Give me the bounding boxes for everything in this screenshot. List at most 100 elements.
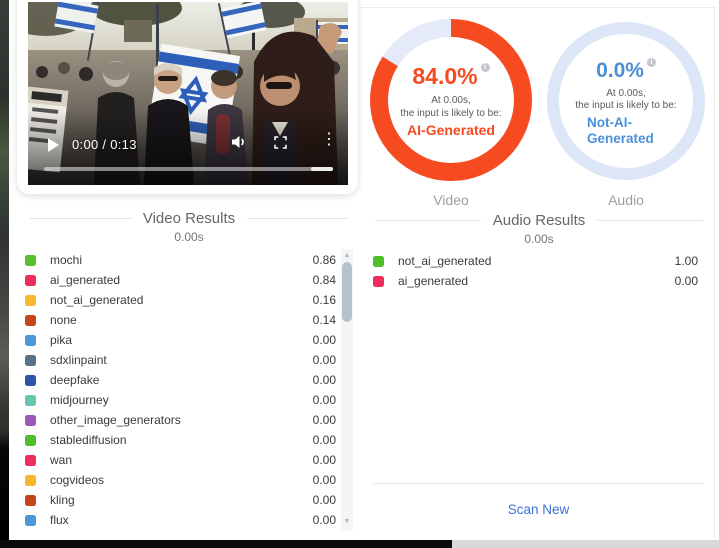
result-label: ai_generated xyxy=(398,274,469,288)
result-value: 0.00 xyxy=(312,413,336,427)
video-result-row[interactable]: kling 0.00 xyxy=(25,490,336,510)
result-value: 0.00 xyxy=(312,433,336,447)
audio-gauge-percent: 0.0% xyxy=(596,58,644,82)
audio-gauge-caption: Audio xyxy=(608,192,644,208)
result-label: ai_generated xyxy=(50,273,121,287)
window-bottom-edge-light xyxy=(452,540,719,548)
divider xyxy=(597,220,703,221)
video-results-header: Video Results 0.00s xyxy=(30,210,348,244)
category-color-swatch xyxy=(25,494,36,506)
result-value: 0.00 xyxy=(312,333,336,347)
result-value: 0.00 xyxy=(312,493,336,507)
video-gauge-likely-line: the input is likely to be: xyxy=(400,107,502,119)
result-value: 0.00 xyxy=(312,393,336,407)
video-progress-bar[interactable] xyxy=(44,167,333,171)
fullscreen-icon[interactable] xyxy=(274,136,287,154)
video-results-scrollbar[interactable]: ▲ ▼ xyxy=(341,249,353,531)
video-results-list: mochi 0.86 ai_generated 0.84 not_ai_gene… xyxy=(25,250,336,530)
result-label: midjourney xyxy=(50,393,109,407)
video-gauge-verdict: AI-Generated xyxy=(407,122,495,139)
info-icon[interactable]: i xyxy=(480,63,490,73)
category-color-swatch xyxy=(25,514,36,526)
play-button-icon[interactable] xyxy=(48,138,59,152)
result-label: mochi xyxy=(50,253,83,267)
video-gauge-percent: 84.0% xyxy=(412,63,478,90)
video-result-row[interactable]: midjourney 0.00 xyxy=(25,390,336,410)
category-color-swatch xyxy=(25,274,36,286)
category-color-swatch xyxy=(373,255,384,267)
video-player[interactable]: 0:00 / 0:13 ⋮ xyxy=(28,2,348,185)
time-display: 0:00 / 0:13 xyxy=(72,137,137,152)
video-result-row[interactable]: mochi 0.86 xyxy=(25,250,336,270)
panel-top-border xyxy=(360,7,714,8)
result-value: 1.00 xyxy=(674,254,698,268)
audio-results-header: Audio Results 0.00s xyxy=(375,212,703,246)
result-value: 0.00 xyxy=(312,373,336,387)
audio-result-row[interactable]: not_ai_generated 1.00 xyxy=(373,251,698,271)
video-result-row[interactable]: wan 0.00 xyxy=(25,450,336,470)
video-scene xyxy=(28,2,348,185)
category-color-swatch xyxy=(373,275,384,287)
result-value: 0.84 xyxy=(312,273,336,287)
divider xyxy=(30,218,131,219)
scan-new-button[interactable]: Scan New xyxy=(507,502,570,517)
result-label: other_image_generators xyxy=(50,413,181,427)
video-result-row[interactable]: other_image_generators 0.00 xyxy=(25,410,336,430)
audio-result-row[interactable]: ai_generated 0.00 xyxy=(373,271,698,291)
audio-gauge-verdict: Not-AI-Generated xyxy=(587,114,654,146)
result-label: deepfake xyxy=(50,373,100,387)
video-result-row[interactable]: cogvideos 0.00 xyxy=(25,470,336,490)
result-label: none xyxy=(50,313,77,327)
category-color-swatch xyxy=(25,374,36,386)
scroll-up-icon[interactable]: ▲ xyxy=(343,252,351,259)
volume-icon[interactable] xyxy=(231,135,247,154)
audio-results-list: not_ai_generated 1.00 ai_generated 0.00 xyxy=(373,251,698,291)
video-gauge-at-line: At 0.00s, xyxy=(431,95,471,107)
result-label: stablediffusion xyxy=(50,433,127,447)
video-result-row[interactable]: not_ai_generated 0.16 xyxy=(25,290,336,310)
result-value: 0.00 xyxy=(312,513,336,527)
audio-gauge: 0.0% i At 0.00s, the input is likely to … xyxy=(547,22,705,180)
result-label: cogvideos xyxy=(50,473,105,487)
video-result-row[interactable]: sdxlinpaint 0.00 xyxy=(25,350,336,370)
result-value: 0.00 xyxy=(312,473,336,487)
audio-gauge-at-line: At 0.00s, xyxy=(606,87,646,99)
window-bottom-edge xyxy=(0,540,452,548)
divider xyxy=(375,220,481,221)
result-value: 0.00 xyxy=(312,453,336,467)
category-color-swatch xyxy=(25,454,36,466)
video-buffer-segment xyxy=(311,167,333,171)
video-gauge: 84.0% i At 0.00s, the input is likely to… xyxy=(370,19,532,181)
video-results-title: Video Results xyxy=(142,210,236,227)
video-result-row[interactable]: ai_generated 0.84 xyxy=(25,270,336,290)
category-color-swatch xyxy=(25,294,36,306)
result-label: wan xyxy=(50,453,73,467)
result-value: 0.00 xyxy=(312,353,336,367)
category-color-swatch xyxy=(25,334,36,346)
scrollbar-thumb[interactable] xyxy=(342,262,352,322)
video-results-timestamp: 0.00s xyxy=(174,230,204,244)
audio-gauge-likely-line: the input is likely to be: xyxy=(575,100,677,112)
divider xyxy=(247,218,348,219)
result-label: not_ai_generated xyxy=(398,254,492,268)
scroll-down-icon[interactable]: ▼ xyxy=(343,518,351,525)
overflow-menu-icon[interactable]: ⋮ xyxy=(321,131,337,148)
video-result-row[interactable]: deepfake 0.00 xyxy=(25,370,336,390)
info-icon[interactable]: i xyxy=(646,57,656,67)
category-color-swatch xyxy=(25,354,36,366)
audio-results-title: Audio Results xyxy=(492,212,586,229)
result-label: sdxlinpaint xyxy=(50,353,107,367)
result-label: kling xyxy=(50,493,75,507)
panel-right-border xyxy=(714,7,715,538)
result-value: 0.14 xyxy=(312,313,336,327)
result-value: 0.16 xyxy=(312,293,336,307)
video-result-row[interactable]: pika 0.00 xyxy=(25,330,336,350)
category-color-swatch xyxy=(25,474,36,486)
video-result-row[interactable]: stablediffusion 0.00 xyxy=(25,430,336,450)
video-result-row[interactable]: none 0.14 xyxy=(25,310,336,330)
result-label: not_ai_generated xyxy=(50,293,144,307)
video-result-row[interactable]: flux 0.00 xyxy=(25,510,336,530)
category-color-swatch xyxy=(25,434,36,446)
result-value: 0.00 xyxy=(674,274,698,288)
result-value: 0.86 xyxy=(312,253,336,267)
